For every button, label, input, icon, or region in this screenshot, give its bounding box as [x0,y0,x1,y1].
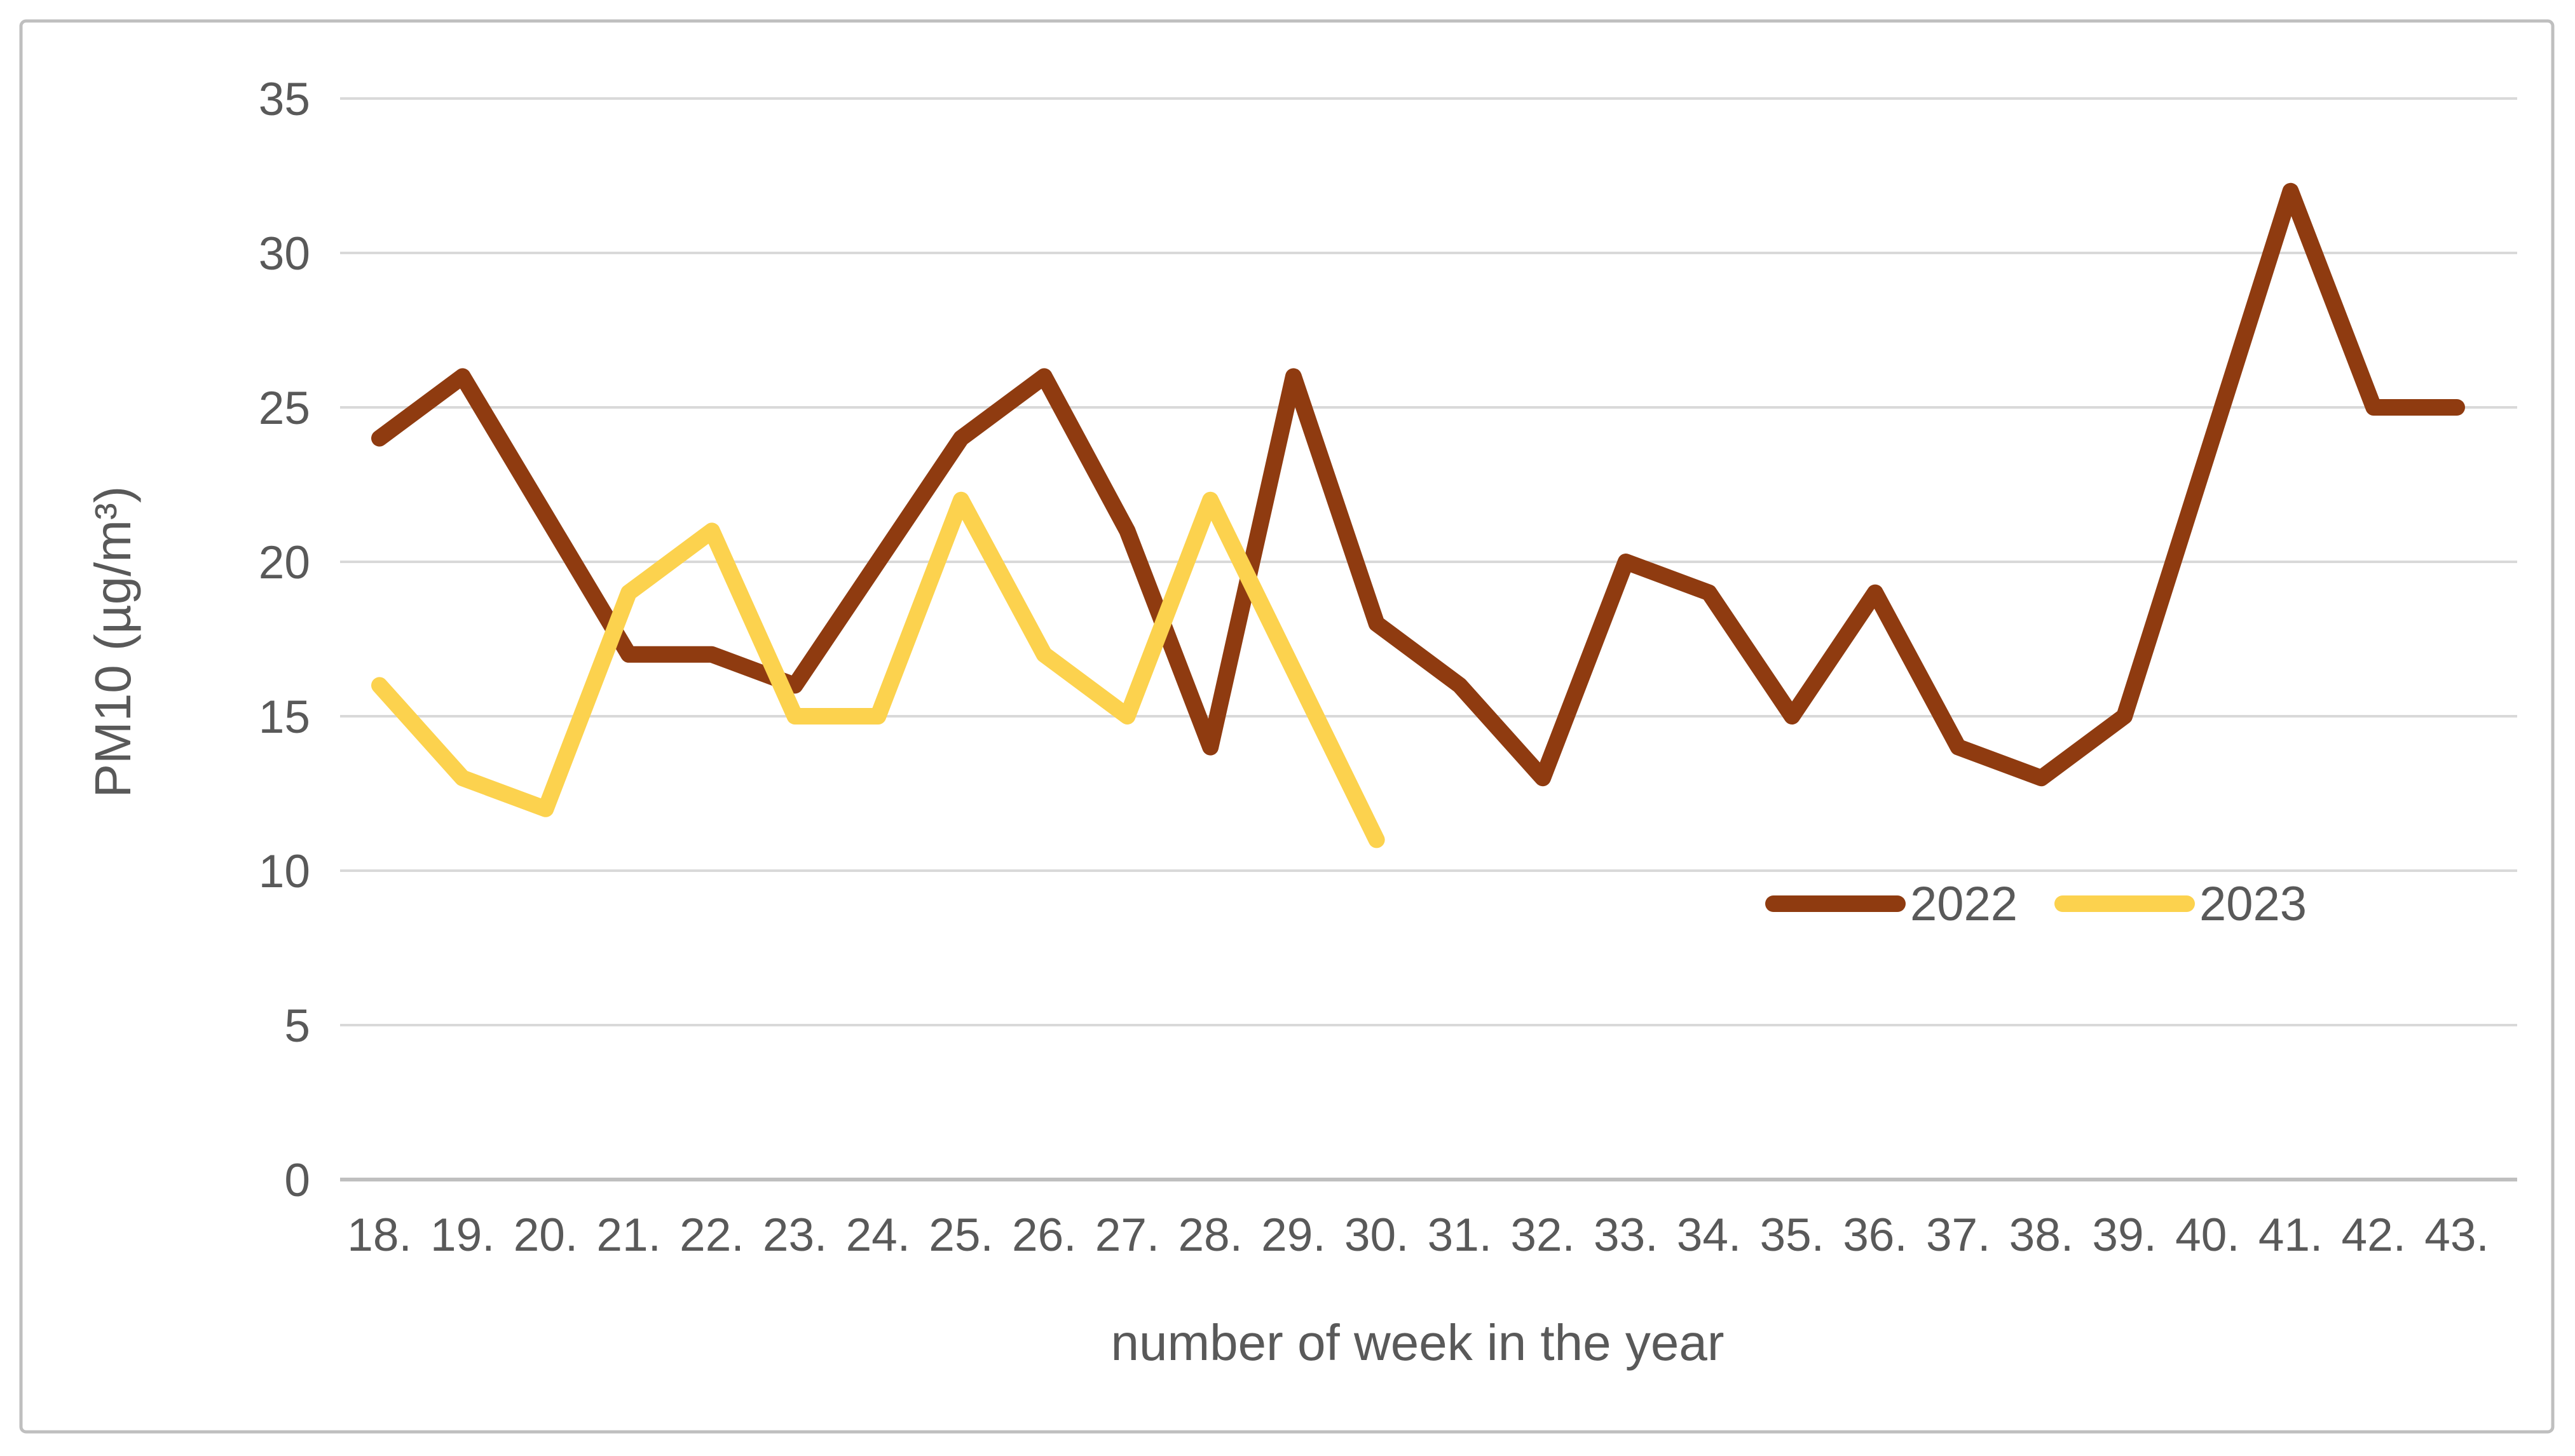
y-axis-title: PM10 (µg/m³) [85,486,141,798]
x-axis-title: number of week in the year [1111,1314,1725,1371]
y-tick-label: 25 [259,383,310,434]
x-tick-label: 31. [1428,1209,1492,1261]
legend: 2022 2023 [1765,877,2307,931]
y-axis-tick-labels: 0 5 10 15 20 25 30 35 [259,74,310,1206]
series-line-2022 [371,182,2465,787]
x-tick-label: 39. [2092,1209,2156,1261]
x-tick-label: 43. [2424,1209,2489,1261]
series-group [371,182,2465,848]
x-tick-label: 21. [596,1209,660,1261]
x-tick-label: 38. [2009,1209,2073,1261]
x-tick-label: 27. [1095,1209,1159,1261]
y-tick-label: 20 [259,537,310,589]
y-tick-label: 5 [284,1000,310,1052]
x-tick-label: 25. [929,1209,993,1261]
x-tick-label: 41. [2258,1209,2323,1261]
x-axis-tick-labels: 18. 19. 20. 21. 22. 23. 24. 25. 26. 27. 28. 29. 30. 3… [347,1209,2489,1261]
x-tick-label: 42. [2342,1209,2406,1261]
figure-border [19,19,2555,1434]
x-tick-label: 28. [1178,1209,1242,1261]
x-tick-label: 19. [430,1209,495,1261]
y-tick-label: 35 [259,74,310,125]
x-tick-label: 24. [846,1209,910,1261]
x-tick-label: 29. [1261,1209,1325,1261]
x-tick-label: 32. [1510,1209,1574,1261]
x-tick-label: 33. [1594,1209,1658,1261]
y-tick-label: 10 [259,846,310,897]
x-tick-label: 40. [2175,1209,2239,1261]
x-tick-label: 30. [1344,1209,1409,1261]
y-tick-label: 15 [259,691,310,743]
x-tick-label: 35. [1759,1209,1824,1261]
x-tick-label: 22. [680,1209,744,1261]
y-tick-label: 30 [259,228,310,280]
x-tick-label: 36. [1843,1209,1907,1261]
x-tick-label: 26. [1012,1209,1076,1261]
x-tick-label: 18. [347,1209,411,1261]
x-tick-label: 34. [1677,1209,1741,1261]
series-line-2023 [371,491,1385,848]
legend-label-2022: 2022 [1910,877,2018,931]
x-tick-label: 37. [1926,1209,1990,1261]
y-tick-label: 0 [284,1155,310,1206]
x-tick-label: 20. [514,1209,578,1261]
legend-label-2023: 2023 [2199,877,2307,931]
x-tick-label: 23. [763,1209,827,1261]
gridlines-group [340,97,2517,1181]
